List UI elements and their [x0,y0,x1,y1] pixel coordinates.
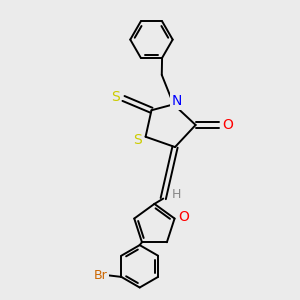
Text: H: H [172,188,181,201]
Text: S: S [133,133,142,147]
Text: O: O [222,118,233,132]
Text: N: N [171,94,182,108]
Text: O: O [178,210,189,224]
Text: S: S [111,90,120,104]
Text: Br: Br [93,269,107,282]
